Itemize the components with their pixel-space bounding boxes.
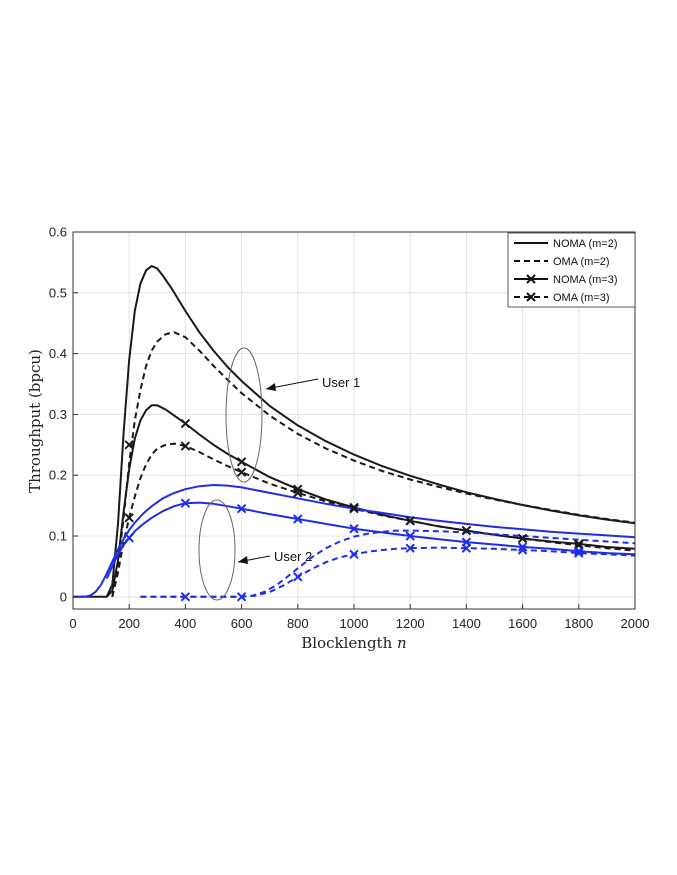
marker-u2-oma-m3 xyxy=(236,592,247,602)
marker-u1-oma-m3 xyxy=(517,533,528,544)
annotation-user1-ellipse xyxy=(225,347,263,483)
legend-label-2: NOMA (m=3) xyxy=(553,274,617,286)
legend-marker-2 xyxy=(526,274,536,284)
x-tick-label: 600 xyxy=(231,616,253,631)
x-axis-label-text: Blocklength xyxy=(301,634,392,652)
annotation-user1: User 1 xyxy=(225,347,360,483)
marker-u2-noma-m3 xyxy=(180,498,191,508)
marker-u2-noma-m3 xyxy=(574,546,584,556)
series-u2-noma-m2 xyxy=(73,484,636,598)
marker-u1-noma-m3 xyxy=(124,440,134,450)
x-axis-label: Blocklength n xyxy=(301,634,406,652)
annotation-user2-arrowhead xyxy=(238,556,248,564)
annotation-user2-ellipse xyxy=(198,499,236,601)
x-tick-label: 400 xyxy=(175,616,197,631)
markers xyxy=(124,418,584,602)
annotation-user2-label: User 2 xyxy=(274,549,312,564)
curves xyxy=(73,265,636,598)
annotation-user1-arrowhead xyxy=(266,383,276,391)
marker-u2-noma-m3 xyxy=(517,542,528,552)
marker-u2-oma-m3 xyxy=(349,549,359,559)
marker-u2-oma-m3 xyxy=(405,543,415,553)
x-tick-label: 1200 xyxy=(396,616,425,631)
marker-u1-noma-m3 xyxy=(293,484,303,494)
marker-u2-noma-m3 xyxy=(124,533,134,543)
y-tick-label: 0.5 xyxy=(49,285,67,300)
y-tick-label: 0.2 xyxy=(49,468,67,483)
x-tick-label: 1800 xyxy=(564,616,593,631)
y-tick-label: 0 xyxy=(60,589,67,604)
series-u2-oma-m3 xyxy=(140,546,636,598)
marker-u1-noma-m3 xyxy=(180,418,191,429)
x-tick-label: 1400 xyxy=(452,616,481,631)
marker-u2-noma-m3 xyxy=(293,514,303,524)
y-tick-label: 0.1 xyxy=(49,529,67,544)
legend-label-1: OMA (m=2) xyxy=(553,256,610,268)
legend: NOMA (m=2) OMA (m=2) NOMA (m=3) OMA (m=3) xyxy=(507,232,636,308)
legend-label-0: NOMA (m=2) xyxy=(553,238,617,250)
y-tick-label: 0.4 xyxy=(49,346,67,361)
x-tick-label: 2000 xyxy=(621,616,650,631)
marker-u1-oma-m3 xyxy=(349,503,359,514)
annotation-user1-label: User 1 xyxy=(322,375,360,390)
series-u1-oma-m3 xyxy=(111,442,636,598)
x-tick-label: 0 xyxy=(69,616,76,631)
x-tick-label: 1600 xyxy=(508,616,537,631)
x-tick-label: 1000 xyxy=(340,616,369,631)
marker-u1-oma-m3 xyxy=(180,441,191,451)
legend-label-3: OMA (m=3) xyxy=(553,292,610,304)
marker-u1-oma-m3 xyxy=(293,488,303,498)
marker-u2-oma-m3 xyxy=(574,548,584,558)
marker-u1-oma-m3 xyxy=(124,513,134,523)
ticks: 0 200 400 600 800 1000 1200 1400 1600 1800 2000 0 0.… xyxy=(49,225,650,632)
marker-u1-oma-m3 xyxy=(236,467,247,477)
marker-u1-noma-m3 xyxy=(236,457,247,467)
marker-u2-oma-m3 xyxy=(517,545,528,555)
series-u2-oma-m2 xyxy=(140,529,636,598)
marker-u2-noma-m3 xyxy=(349,524,359,534)
annotation-user2: User 2 xyxy=(198,499,312,601)
marker-u2-oma-m3 xyxy=(461,543,472,553)
x-axis-label-variable: n xyxy=(397,634,407,652)
x-tick-label: 200 xyxy=(118,616,140,631)
marker-u1-oma-m3 xyxy=(405,516,415,526)
marker-u2-noma-m3 xyxy=(236,503,247,514)
x-tick-label: 800 xyxy=(287,616,309,631)
marker-u2-oma-m3 xyxy=(293,572,303,582)
y-axis-label: Throughput (bpcu) xyxy=(26,349,44,493)
y-tick-label: 0.3 xyxy=(49,407,67,422)
legend-marker-3 xyxy=(526,292,536,302)
y-tick-label: 0.6 xyxy=(49,225,67,240)
series-u1-oma-m2 xyxy=(111,331,636,597)
marker-u2-oma-m3 xyxy=(180,592,191,602)
marker-u2-noma-m3 xyxy=(405,531,415,541)
marker-u1-oma-m3 xyxy=(461,525,472,536)
